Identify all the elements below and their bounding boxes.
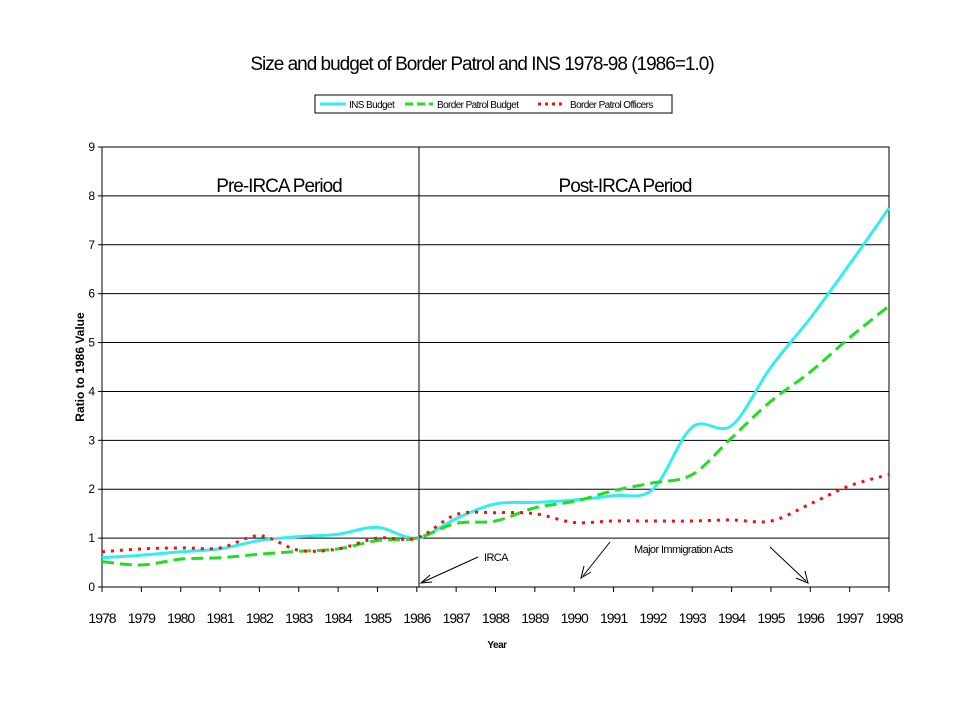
annotation-acts-arrow-left <box>582 541 611 577</box>
annotation-irca-arrow <box>422 556 479 583</box>
x-axis-ticks: 1978 1979 1980 1981 1982 1983 1984 1985 1986 1987… <box>88 587 905 626</box>
x-tick-label-1987: 1987 <box>443 610 471 626</box>
legend-label-ins-budget: INS Budget <box>349 100 395 111</box>
x-tick-label-1994: 1994 <box>718 610 746 626</box>
y-axis-ticks: 0 1 2 3 4 5 6 7 8 9 <box>88 140 102 594</box>
x-tick-label-1989: 1989 <box>521 610 549 626</box>
annotation-acts-arrowhead-left <box>580 565 592 580</box>
series-layer <box>101 207 891 567</box>
x-tick-label-1985: 1985 <box>364 610 392 626</box>
annotation-acts-arrowhead-right <box>795 570 809 584</box>
chart-title: Size and budget of Border Patrol and INS… <box>250 54 714 75</box>
x-tick-label-1982: 1982 <box>246 610 274 626</box>
gridlines <box>102 195 889 539</box>
x-tick-label-1995: 1995 <box>757 610 785 626</box>
y-tick-label-4: 4 <box>88 384 95 398</box>
annotation-irca: IRCA <box>484 552 509 564</box>
x-tick-label-1984: 1984 <box>325 610 353 626</box>
annotation-acts-arrow-right <box>769 546 807 582</box>
y-tick-label-1: 1 <box>88 531 95 545</box>
annotation-irca-arrowhead <box>419 574 433 584</box>
legend: INS Budget Border Patrol Budget Border P… <box>314 94 673 114</box>
x-axis-title: Year <box>487 640 507 651</box>
series-line-border-patrol-officers <box>101 473 890 554</box>
x-tick-label-1981: 1981 <box>206 610 234 626</box>
plot-area <box>101 146 890 588</box>
y-tick-label-9: 9 <box>88 140 95 154</box>
x-tick-label-1979: 1979 <box>128 610 156 626</box>
x-tick-label-1983: 1983 <box>285 610 313 626</box>
x-tick-label-1986: 1986 <box>403 610 431 626</box>
legend-label-border-patrol-budget: Border Patrol Budget <box>437 100 519 111</box>
x-tick-label-1998: 1998 <box>875 610 903 626</box>
x-tick-label-1988: 1988 <box>482 610 510 626</box>
legend-label-border-patrol-officers: Border Patrol Officers <box>570 100 653 111</box>
y-tick-label-7: 7 <box>88 238 95 252</box>
y-tick-label-8: 8 <box>88 189 95 203</box>
series-line-ins-budget <box>101 207 891 560</box>
y-tick-label-0: 0 <box>88 580 95 594</box>
y-tick-label-6: 6 <box>88 287 95 301</box>
x-tick-label-1992: 1992 <box>639 610 667 626</box>
x-tick-label-1990: 1990 <box>561 610 589 626</box>
y-tick-label-2: 2 <box>88 482 95 496</box>
x-tick-label-1991: 1991 <box>600 610 628 626</box>
post-irca-label: Post-IRCA Period <box>559 176 692 197</box>
pre-irca-label: Pre-IRCA Period <box>216 176 342 197</box>
x-tick-label-1997: 1997 <box>836 610 864 626</box>
x-tick-label-1993: 1993 <box>679 610 707 626</box>
y-tick-label-3: 3 <box>88 433 95 447</box>
x-tick-label-1980: 1980 <box>167 610 195 626</box>
annotation-major-acts: Major Immigration Acts <box>634 544 734 556</box>
legend-box <box>314 94 673 114</box>
x-tick-label-1978: 1978 <box>88 610 116 626</box>
x-tick-label-1996: 1996 <box>797 610 825 626</box>
series-line-border-patrol-budget <box>101 304 890 567</box>
y-axis-title: Ratio to 1986 Value <box>73 312 87 422</box>
annotations: IRCA Major Immigration Acts <box>419 541 809 584</box>
y-tick-label-5: 5 <box>88 336 95 350</box>
